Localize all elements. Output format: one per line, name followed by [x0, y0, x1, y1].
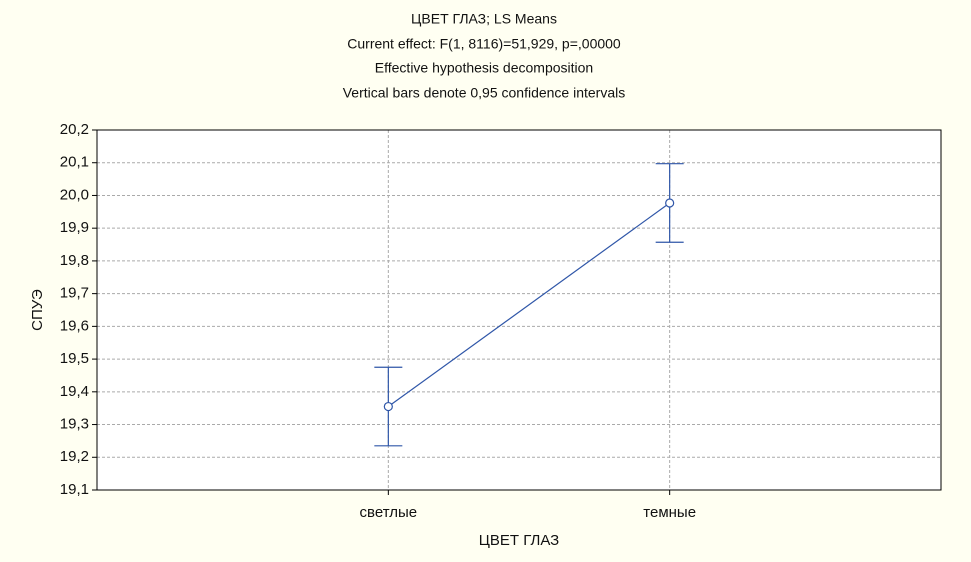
x-tick-label: темные — [643, 504, 696, 521]
y-tick-label: 19,9 — [60, 219, 89, 236]
chart-subtitle: Effective hypothesis decomposition — [375, 60, 593, 76]
y-tick-label: 19,5 — [60, 350, 89, 367]
plot-frame — [96, 129, 942, 491]
y-tick-label: 20,2 — [60, 121, 89, 138]
y-tick-label: 19,4 — [60, 383, 89, 400]
y-tick-label: 20,1 — [60, 154, 89, 171]
point — [383, 401, 393, 412]
y-tick-label: 19,1 — [60, 481, 89, 498]
y-tick-label: 19,2 — [60, 448, 89, 465]
y-tick-label: 20,0 — [60, 186, 89, 203]
chart-subtitle: Vertical bars denote 0,95 confidence int… — [343, 85, 626, 101]
y-tick-label: 19,8 — [60, 252, 89, 269]
y-tick-label: 19,7 — [60, 285, 89, 302]
point — [665, 198, 675, 208]
y-tick-label: 19,6 — [60, 317, 89, 334]
series-line — [387, 202, 671, 408]
chart-title: ЦВЕТ ГЛАЗ; LS Means — [411, 11, 557, 27]
chart-subtitle: Current effect: F(1, 8116)=51,929, p=,00… — [347, 36, 621, 52]
x-tick-label: светлые — [360, 504, 418, 521]
y-axis-label: СПУЭ — [29, 289, 46, 331]
y-tick-label: 19,3 — [60, 416, 89, 433]
x-axis-label: ЦВЕТ ГЛАЗ — [479, 532, 559, 549]
plot-area — [97, 130, 941, 490]
